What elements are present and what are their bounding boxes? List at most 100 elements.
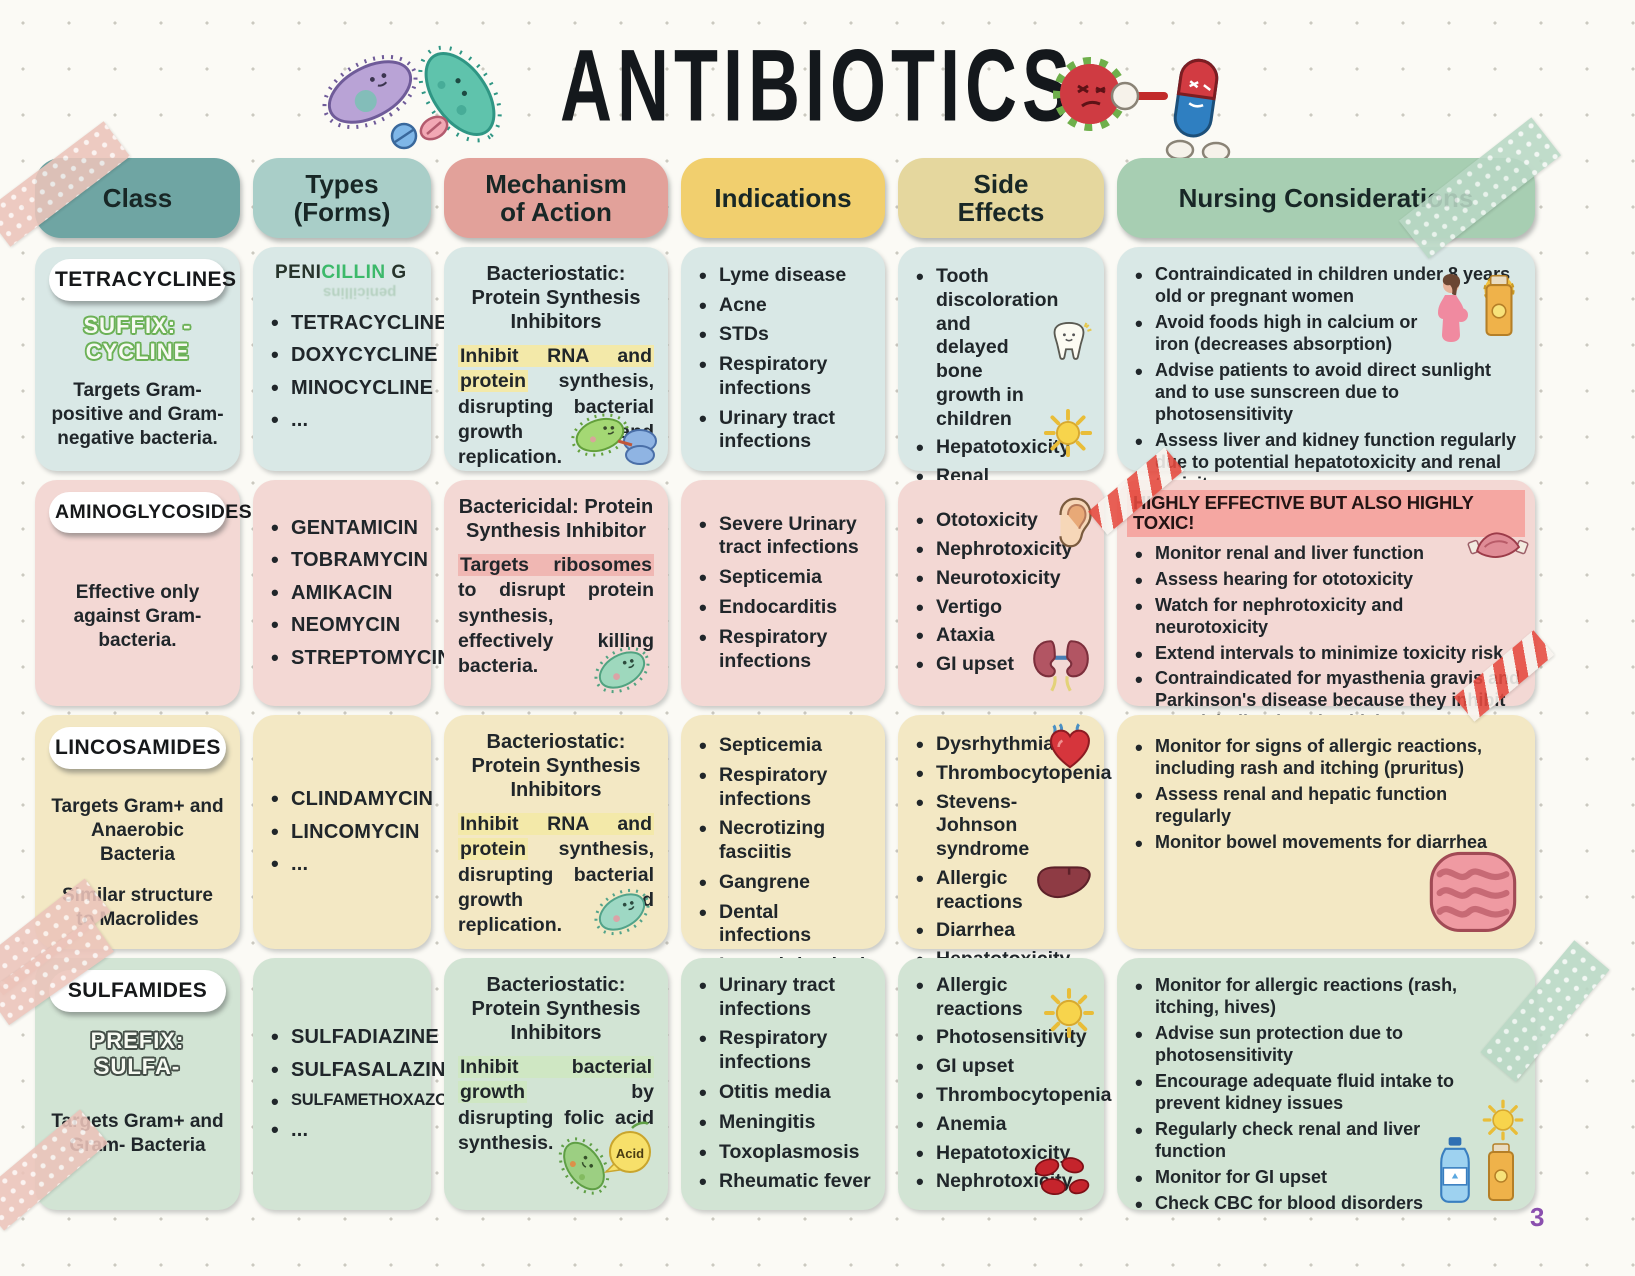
mechanism-heading: Bacteriostatic: Protein Synthesis Inhibi… xyxy=(471,974,641,1044)
list-item: ... xyxy=(267,407,417,434)
list-item: Septicemia xyxy=(695,565,871,592)
list-item: STDs xyxy=(695,322,871,349)
list-item: Allergic reactions xyxy=(912,866,1050,915)
types-cell-aminoglycosides: GENTAMICIN TOBRAMYCIN AMIKACIN NEOMYCIN … xyxy=(253,480,452,706)
list-item: Respiratory infections xyxy=(695,352,871,401)
list-item: Monitor for GI upset xyxy=(1131,1166,1521,1193)
list-item: Ototoxicity xyxy=(912,508,1038,535)
list-item: STREPTOMYCIN xyxy=(267,645,452,672)
mechanism-text: Targets ribosomes to disrupt protein syn… xyxy=(458,554,654,678)
list-item: Advise sun protection due to photosensit… xyxy=(1131,1022,1521,1067)
indications-list: Lyme disease Acne STDs Respiratory infec… xyxy=(695,258,871,460)
list-item: Acne xyxy=(695,293,871,320)
list-item: LINCOMYCIN xyxy=(267,819,419,846)
pill-icons xyxy=(390,115,449,150)
list-item: Urinary tract infections xyxy=(695,406,871,455)
list-item: Check CBC for blood disorders xyxy=(1131,1192,1521,1219)
sun-icon xyxy=(1044,988,1094,1038)
list-item: Vertigo xyxy=(912,595,1036,622)
column-header-indications: Indications xyxy=(681,158,885,238)
page-title: ANTIBIOTICS xyxy=(560,29,1075,144)
list-item: Urinary tract infections xyxy=(695,973,871,1022)
tooth-icon xyxy=(1053,322,1092,360)
list-item: SULFAMETHOXAZOLE xyxy=(267,1089,469,1116)
list-item: Assess renal and hepatic function regula… xyxy=(1131,783,1521,828)
kidneys-icon xyxy=(1033,640,1089,692)
list-item: Nephrotoxicity xyxy=(912,537,1073,564)
water-bottle-icon xyxy=(1440,1137,1470,1203)
list-item: Septicemia xyxy=(695,733,871,760)
bacteria-icon xyxy=(594,646,650,694)
list-item: Monitor for allergic reactions (rash, it… xyxy=(1131,974,1521,1019)
list-item: SULFASALAZINE xyxy=(267,1057,459,1084)
list-item: Thrombocytopenia xyxy=(912,761,1112,788)
pregnant-woman-icon xyxy=(1438,274,1468,342)
nursing-cell-aminoglycosides: HIGHLY EFFECTIVE BUT ALSO HIGHLY TOXIC! … xyxy=(1117,480,1535,754)
types-list: GENTAMICIN TOBRAMYCIN AMIKACIN NEOMYCIN … xyxy=(267,508,452,678)
list-item: CLINDAMYCIN xyxy=(267,786,433,813)
column-header-mechanism: Mechanism of Action xyxy=(444,158,668,238)
list-item: Endocarditis xyxy=(695,595,871,622)
list-item: Monitor bowel movements for diarrhea xyxy=(1131,831,1521,858)
side-effects-cell-tetracyclines: Tooth discoloration and delayed bone gro… xyxy=(898,247,1104,625)
list-item: Watch for nephrotoxicity and neurotoxici… xyxy=(1131,594,1521,639)
side-effects-list: Allergic reactions Photosensitivity GI u… xyxy=(912,969,1112,1199)
class-name-label: TETRACYCLINES xyxy=(49,259,236,301)
list-item: GENTAMICIN xyxy=(267,515,418,542)
liver-icon xyxy=(1037,866,1091,899)
germ-fighting-pill-illustration xyxy=(1053,57,1231,163)
bacteria-icon xyxy=(571,413,657,465)
list-item: Advise patients to avoid direct sunlight… xyxy=(1131,359,1521,426)
types-cell-tetracyclines: PENICILLIN G penicillins TETRACYCLINE DO… xyxy=(253,247,448,471)
types-list: TETRACYCLINE DOXYCYCLINE MINOCYCLINE ... xyxy=(267,310,448,434)
list-item: Assess hearing for ototoxicity xyxy=(1131,568,1521,595)
class-description: Effective only against Gram- bacteria. xyxy=(73,582,202,651)
mechanism-cell-aminoglycosides: Bactericidal: Protein Synthesis Inhibito… xyxy=(444,480,668,706)
types-list: CLINDAMYCIN LINCOMYCIN ... xyxy=(267,779,433,884)
list-item: Rheumatic fever xyxy=(695,1169,871,1196)
types-cell-sulfamides: SULFADIAZINE SULFASALAZINE SULFAMETHOXAZ… xyxy=(253,958,469,1210)
list-item: ... xyxy=(267,1117,417,1144)
muscle-icon xyxy=(1467,532,1529,558)
class-cell-sulfamides: SULFAMIDES PREFIX: SULFA- Targets Gram+ … xyxy=(35,958,240,1210)
list-item: TETRACYCLINE xyxy=(267,310,448,337)
list-item: Photosensitivity xyxy=(912,1025,1087,1052)
list-item: TOBRAMYCIN xyxy=(267,547,428,574)
indications-cell-sulfamides: Urinary tract infections Respiratory inf… xyxy=(681,958,885,1210)
indications-list: Urinary tract infections Respiratory inf… xyxy=(695,968,871,1200)
indications-cell-lincosamides: Septicemia Respiratory infections Necrot… xyxy=(681,715,885,1077)
indications-list: Severe Urinary tract infections Septicem… xyxy=(695,507,871,680)
class-description: Targets Gram-positive and Gram-negative … xyxy=(51,380,224,449)
mechanism-text: Inhibit bacterial growth by disrupting f… xyxy=(458,1056,654,1155)
class-cell-tetracyclines: TETRACYCLINES SUFFIX: -CYCLINE Targets G… xyxy=(35,247,240,471)
side-effects-list: Ototoxicity Nephrotoxicity Neurotoxicity… xyxy=(912,504,1090,682)
types-cell-lincosamides: CLINDAMYCIN LINCOMYCIN ... xyxy=(253,715,433,949)
list-item: Respiratory infections xyxy=(695,763,871,812)
list-item: Dysrhythmias xyxy=(912,732,1065,759)
list-item: DOXYCYCLINE xyxy=(267,342,437,369)
list-item: Anemia xyxy=(912,1112,1044,1139)
list-item: Extend intervals to minimize toxicity ri… xyxy=(1131,642,1521,669)
list-item: Stevens-Johnson syndrome xyxy=(912,790,1050,862)
sun-icon xyxy=(1482,1099,1524,1141)
class-description: Targets Gram+ and Anaerobic Bacteria xyxy=(51,796,224,865)
sun-icon xyxy=(1043,408,1093,458)
mechanism-text: Inhibit RNA and protein synthesis, disru… xyxy=(458,345,654,469)
list-item: Hepatotoxicity xyxy=(912,1141,1070,1168)
list-item: Thrombocytopenia xyxy=(912,1083,1112,1110)
list-item: Monitor for signs of allergic reactions,… xyxy=(1131,735,1521,780)
indications-cell-tetracyclines: Lyme disease Acne STDs Respiratory infec… xyxy=(681,247,885,471)
list-item: Meningitis xyxy=(695,1110,871,1137)
list-item: Otitis media xyxy=(695,1080,871,1107)
mechanism-heading: Bacteriostatic: Protein Synthesis Inhibi… xyxy=(471,263,641,333)
list-item: Toxoplasmosis xyxy=(695,1140,871,1167)
nursing-list: Monitor for signs of allergic reactions,… xyxy=(1131,735,1521,858)
class-cell-lincosamides: LINCOSAMIDES Targets Gram+ and Anaerobic… xyxy=(35,715,240,949)
bacteria-icon xyxy=(594,888,650,936)
page-number: 3 xyxy=(1530,1202,1545,1232)
title-area: ANTIBIOTICS xyxy=(0,6,1635,163)
class-name-label: SULFAMIDES xyxy=(49,970,226,1012)
blood-cells-icon xyxy=(1034,1157,1090,1196)
warning-banner: HIGHLY EFFECTIVE BUT ALSO HIGHLY TOXIC! xyxy=(1127,490,1525,537)
list-item: Dental infections xyxy=(695,900,871,949)
